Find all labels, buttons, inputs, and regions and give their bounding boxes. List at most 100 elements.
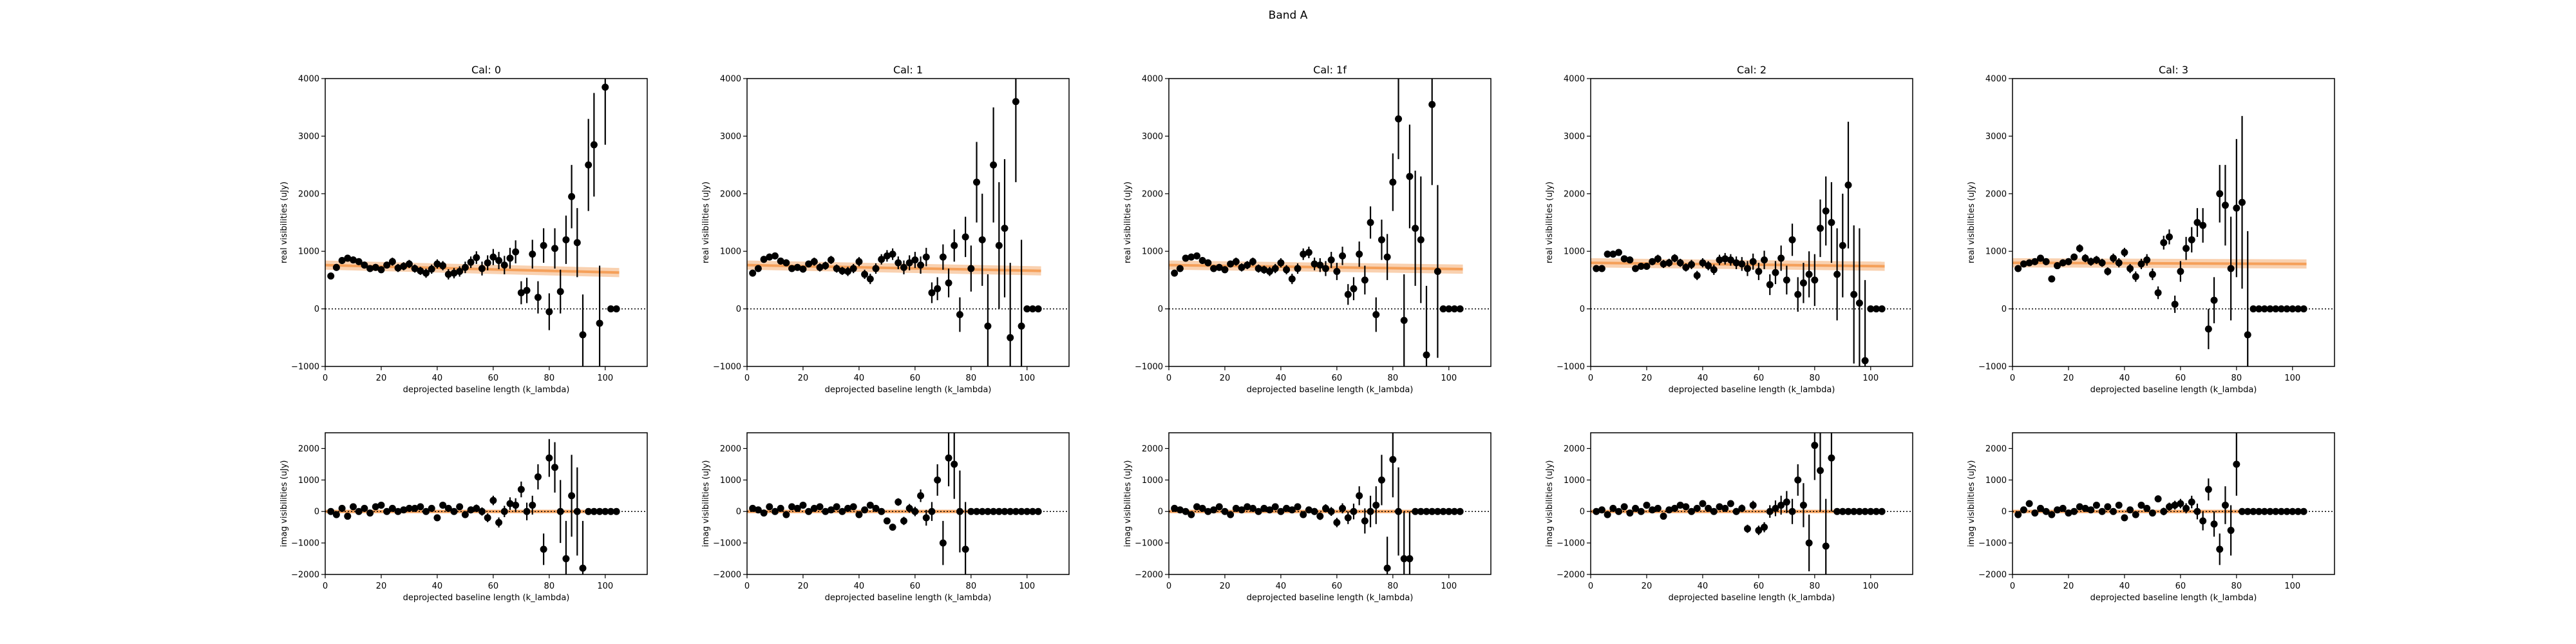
data-point [1844, 507, 1852, 515]
data-point [1749, 258, 1757, 265]
data-point [1327, 256, 1335, 264]
y-axis-label: imag visibilities (uJy) [701, 460, 711, 547]
x-tick-label: 60 [1754, 582, 1765, 591]
data-point [585, 507, 592, 515]
data-point [2065, 509, 2072, 517]
data-point [523, 507, 531, 515]
y-tick-label: −2000 [1135, 571, 1163, 580]
data-point [517, 289, 525, 297]
data-point [484, 514, 491, 522]
plot-area [1169, 79, 1491, 366]
x-tick-label: 40 [854, 582, 865, 591]
data-point [866, 501, 874, 509]
x-tick-label: 60 [910, 374, 921, 383]
data-point [1777, 501, 1785, 509]
data-point [2076, 245, 2083, 252]
x-tick-label: 60 [2175, 582, 2186, 591]
data-point [1018, 507, 1025, 515]
data-point [799, 265, 807, 273]
data-point [495, 518, 503, 526]
data-point [1822, 207, 1830, 215]
x-tick-label: 40 [432, 582, 443, 591]
data-point [500, 261, 508, 269]
data-point [1028, 507, 1036, 515]
data-point [1654, 255, 1662, 263]
data-point [411, 504, 419, 512]
data-point [1688, 261, 1696, 269]
data-point [1811, 442, 1819, 450]
data-point [2059, 259, 2067, 267]
x-tick-label: 0 [2010, 582, 2015, 591]
data-point [2239, 198, 2246, 206]
panel-title: Cal: 1f [1313, 64, 1347, 76]
data-point [1817, 224, 1824, 232]
data-point [771, 252, 779, 260]
data-point [2171, 501, 2179, 509]
x-tick-label: 0 [1166, 374, 1171, 383]
x-tick-label: 0 [744, 582, 750, 591]
data-point [1794, 476, 1802, 484]
data-point [1171, 504, 1179, 512]
data-point [1288, 506, 1296, 514]
data-point [1445, 507, 1453, 515]
y-tick-label: 2000 [298, 444, 319, 454]
data-point [1372, 501, 1380, 509]
data-point [1772, 269, 1779, 276]
data-point [793, 263, 801, 271]
data-point [568, 193, 576, 200]
data-point [2070, 507, 2078, 515]
data-point [2154, 289, 2162, 297]
data-point [2148, 509, 2156, 517]
data-point [1699, 259, 1707, 267]
y-tick-label: −1000 [1135, 363, 1163, 372]
x-tick-label: 20 [798, 374, 809, 383]
data-point [939, 539, 947, 547]
data-point [2177, 500, 2184, 507]
data-point [911, 507, 919, 515]
data-point [805, 507, 813, 515]
data-point [1395, 115, 1403, 123]
data-point [951, 460, 958, 468]
data-point [956, 507, 963, 515]
data-point [377, 501, 385, 509]
data-point [2249, 507, 2257, 515]
y-tick-label: 0 [1580, 305, 1585, 314]
data-point [1705, 262, 1712, 270]
data-point [822, 507, 829, 515]
data-point [377, 266, 385, 274]
data-point [585, 161, 592, 169]
data-point [1598, 506, 1605, 514]
data-point [2244, 507, 2251, 515]
data-point [2221, 501, 2229, 509]
data-point [1637, 262, 1645, 270]
data-point [1755, 527, 1763, 535]
data-point [1710, 507, 1718, 515]
data-point [2081, 504, 2089, 512]
data-point [1249, 258, 1256, 265]
data-point [1620, 255, 1628, 263]
imag-panel-4: 0 20 40 60 80 100 −2000 −1000 0 1000 2000 deproject… [1967, 432, 2335, 603]
data-point [1188, 511, 1195, 518]
data-point [1018, 322, 1025, 330]
plot-area [2012, 433, 2334, 565]
y-tick-label: 0 [2002, 305, 2007, 314]
plot-area [747, 79, 1069, 366]
data-point [1215, 263, 1223, 271]
data-point [467, 506, 475, 514]
data-point [900, 263, 907, 271]
data-point [2054, 506, 2061, 514]
data-point [2025, 500, 2033, 507]
data-point [1761, 524, 1768, 531]
data-point [2283, 507, 2291, 515]
data-point [1417, 507, 1425, 515]
y-tick-label: 4000 [298, 75, 319, 84]
data-point [1637, 507, 1645, 515]
plot-area [2012, 116, 2334, 366]
data-point [2143, 504, 2151, 512]
data-point [2121, 249, 2128, 256]
data-point [895, 498, 902, 506]
x-tick-label: 60 [1332, 374, 1343, 383]
data-point [2183, 245, 2190, 252]
data-point [478, 507, 486, 515]
data-point [1839, 242, 1846, 249]
